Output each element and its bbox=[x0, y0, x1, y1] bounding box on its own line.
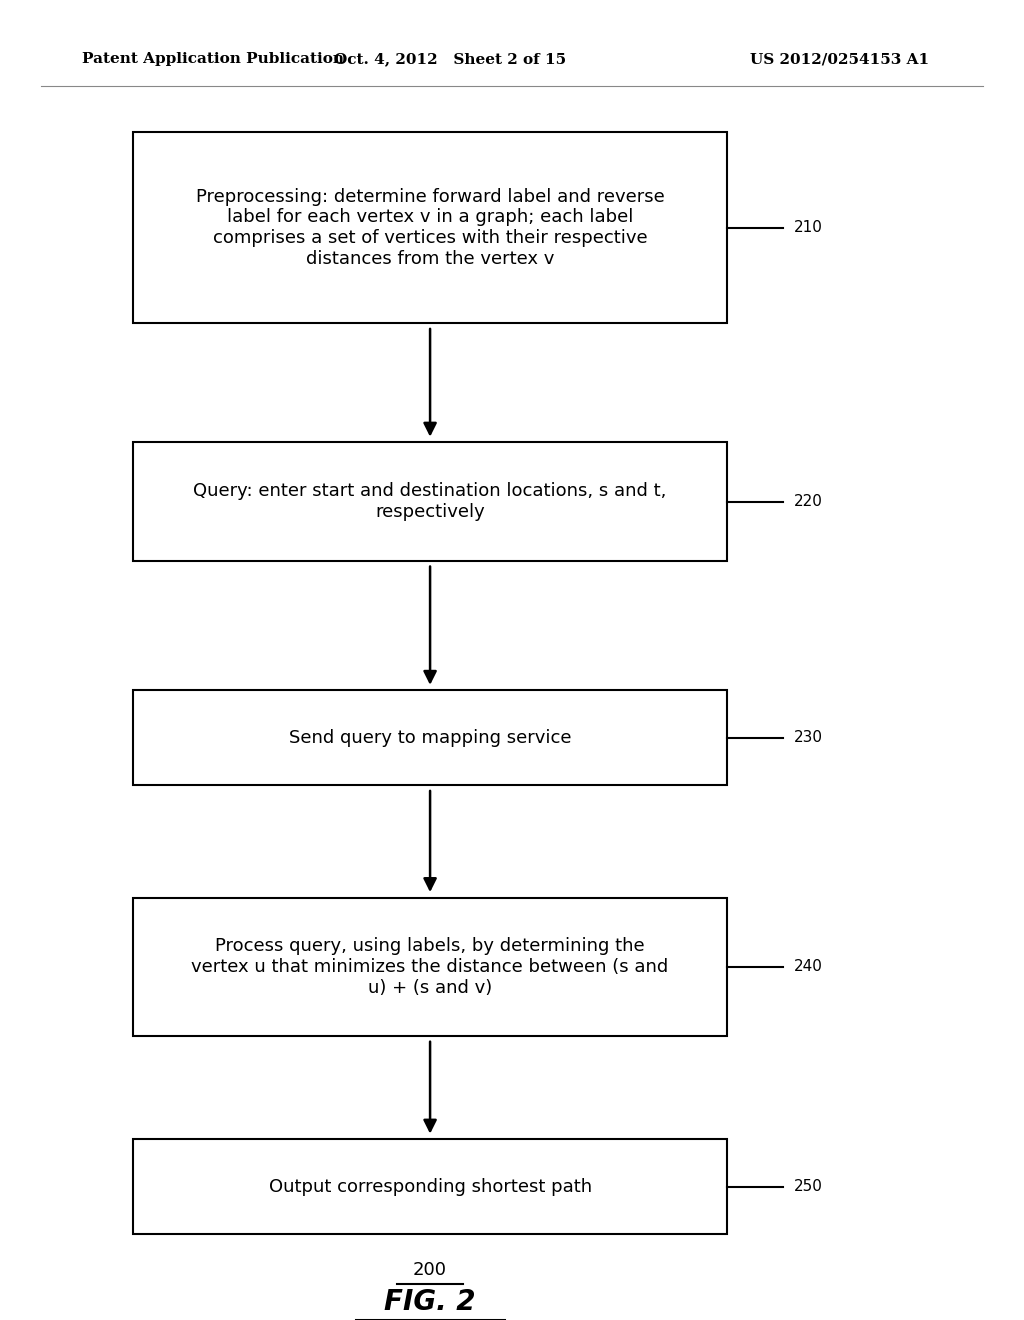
Text: FIG. 2: FIG. 2 bbox=[384, 1287, 476, 1316]
FancyBboxPatch shape bbox=[133, 690, 727, 785]
Text: Preprocessing: determine forward label and reverse
label for each vertex v in a : Preprocessing: determine forward label a… bbox=[196, 187, 665, 268]
Text: Oct. 4, 2012   Sheet 2 of 15: Oct. 4, 2012 Sheet 2 of 15 bbox=[335, 53, 566, 66]
Text: 200: 200 bbox=[413, 1261, 447, 1279]
FancyBboxPatch shape bbox=[133, 132, 727, 323]
Text: Send query to mapping service: Send query to mapping service bbox=[289, 729, 571, 747]
FancyBboxPatch shape bbox=[133, 442, 727, 561]
Text: 220: 220 bbox=[794, 494, 822, 510]
Text: Process query, using labels, by determining the
vertex u that minimizes the dist: Process query, using labels, by determin… bbox=[191, 937, 669, 997]
FancyBboxPatch shape bbox=[133, 898, 727, 1036]
Text: 210: 210 bbox=[794, 220, 822, 235]
Text: 250: 250 bbox=[794, 1179, 822, 1195]
Text: 240: 240 bbox=[794, 960, 822, 974]
Text: Patent Application Publication: Patent Application Publication bbox=[82, 53, 344, 66]
Text: US 2012/0254153 A1: US 2012/0254153 A1 bbox=[751, 53, 929, 66]
Text: Output corresponding shortest path: Output corresponding shortest path bbox=[268, 1177, 592, 1196]
FancyBboxPatch shape bbox=[133, 1139, 727, 1234]
Text: Query: enter start and destination locations, s and t,
respectively: Query: enter start and destination locat… bbox=[194, 482, 667, 521]
Text: 230: 230 bbox=[794, 730, 822, 746]
